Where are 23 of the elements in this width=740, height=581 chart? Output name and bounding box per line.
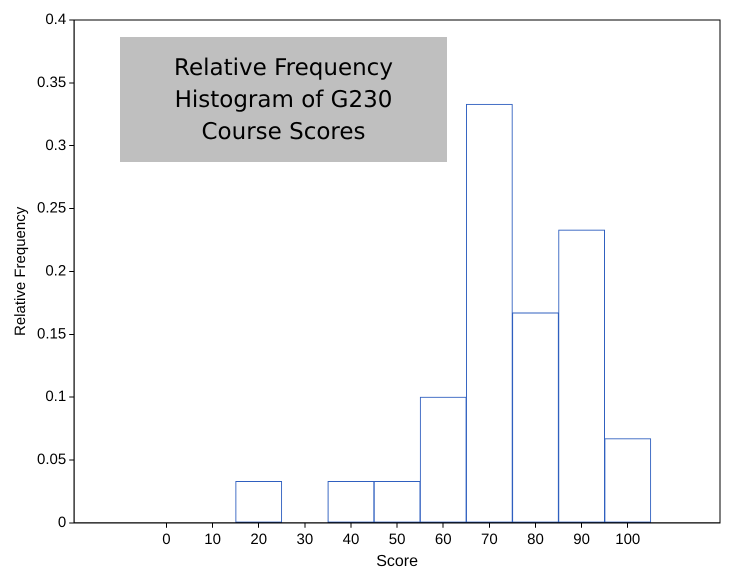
x-tick-label: 20 bbox=[250, 530, 268, 548]
x-tick-label: 80 bbox=[527, 530, 544, 548]
x-tick-label: 50 bbox=[388, 530, 406, 548]
y-axis-title: Relative Frequency bbox=[12, 206, 30, 336]
x-tick-label: 60 bbox=[434, 530, 452, 548]
y-tick-label: 0.3 bbox=[45, 136, 66, 154]
title-box: Relative Frequency Histogram of G230 Course Scores bbox=[120, 37, 447, 162]
y-tick-label: 0.25 bbox=[36, 200, 66, 217]
x-tick-label: 70 bbox=[481, 530, 498, 548]
y-tick-label: 0.1 bbox=[45, 388, 66, 406]
x-tick-label: 30 bbox=[296, 530, 314, 548]
x-tick-label: 0 bbox=[162, 530, 171, 548]
x-tick-label: 100 bbox=[615, 530, 640, 548]
y-tick-label: 0.35 bbox=[36, 74, 66, 91]
y-tick-label: 0.05 bbox=[36, 451, 66, 468]
y-tick-label: 0.2 bbox=[45, 262, 66, 280]
x-tick-label: 40 bbox=[342, 530, 360, 548]
x-tick-label: 10 bbox=[204, 530, 221, 548]
x-tick-label: 90 bbox=[573, 530, 590, 548]
x-axis-title: Score bbox=[376, 552, 418, 570]
y-tick-label: 0 bbox=[58, 514, 66, 531]
y-tick-label: 0.4 bbox=[45, 11, 66, 28]
y-tick-label: 0.15 bbox=[36, 325, 66, 342]
